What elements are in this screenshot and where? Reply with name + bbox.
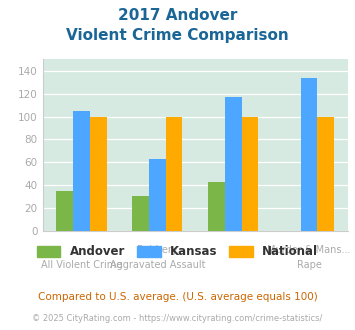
Legend: Andover, Kansas, National: Andover, Kansas, National: [32, 241, 323, 263]
Bar: [73, 111, 90, 231]
Text: All Violent Crime: All Violent Crime: [41, 260, 122, 270]
Bar: [301, 78, 317, 231]
Bar: [132, 196, 149, 231]
Bar: [166, 116, 182, 231]
Bar: [241, 116, 258, 231]
Text: 2017 Andover: 2017 Andover: [118, 8, 237, 23]
Bar: [149, 159, 166, 231]
Bar: [208, 182, 225, 231]
Text: Murder & Mans...: Murder & Mans...: [267, 245, 351, 255]
Bar: [90, 116, 106, 231]
Text: Aggravated Assault: Aggravated Assault: [110, 260, 205, 270]
Bar: [317, 116, 334, 231]
Bar: [56, 191, 73, 231]
Text: Violent Crime Comparison: Violent Crime Comparison: [66, 28, 289, 43]
Text: Robbery: Robbery: [137, 245, 178, 255]
Text: Compared to U.S. average. (U.S. average equals 100): Compared to U.S. average. (U.S. average …: [38, 292, 317, 302]
Text: Rape: Rape: [296, 260, 321, 270]
Text: © 2025 CityRating.com - https://www.cityrating.com/crime-statistics/: © 2025 CityRating.com - https://www.city…: [32, 314, 323, 323]
Bar: [225, 97, 241, 231]
